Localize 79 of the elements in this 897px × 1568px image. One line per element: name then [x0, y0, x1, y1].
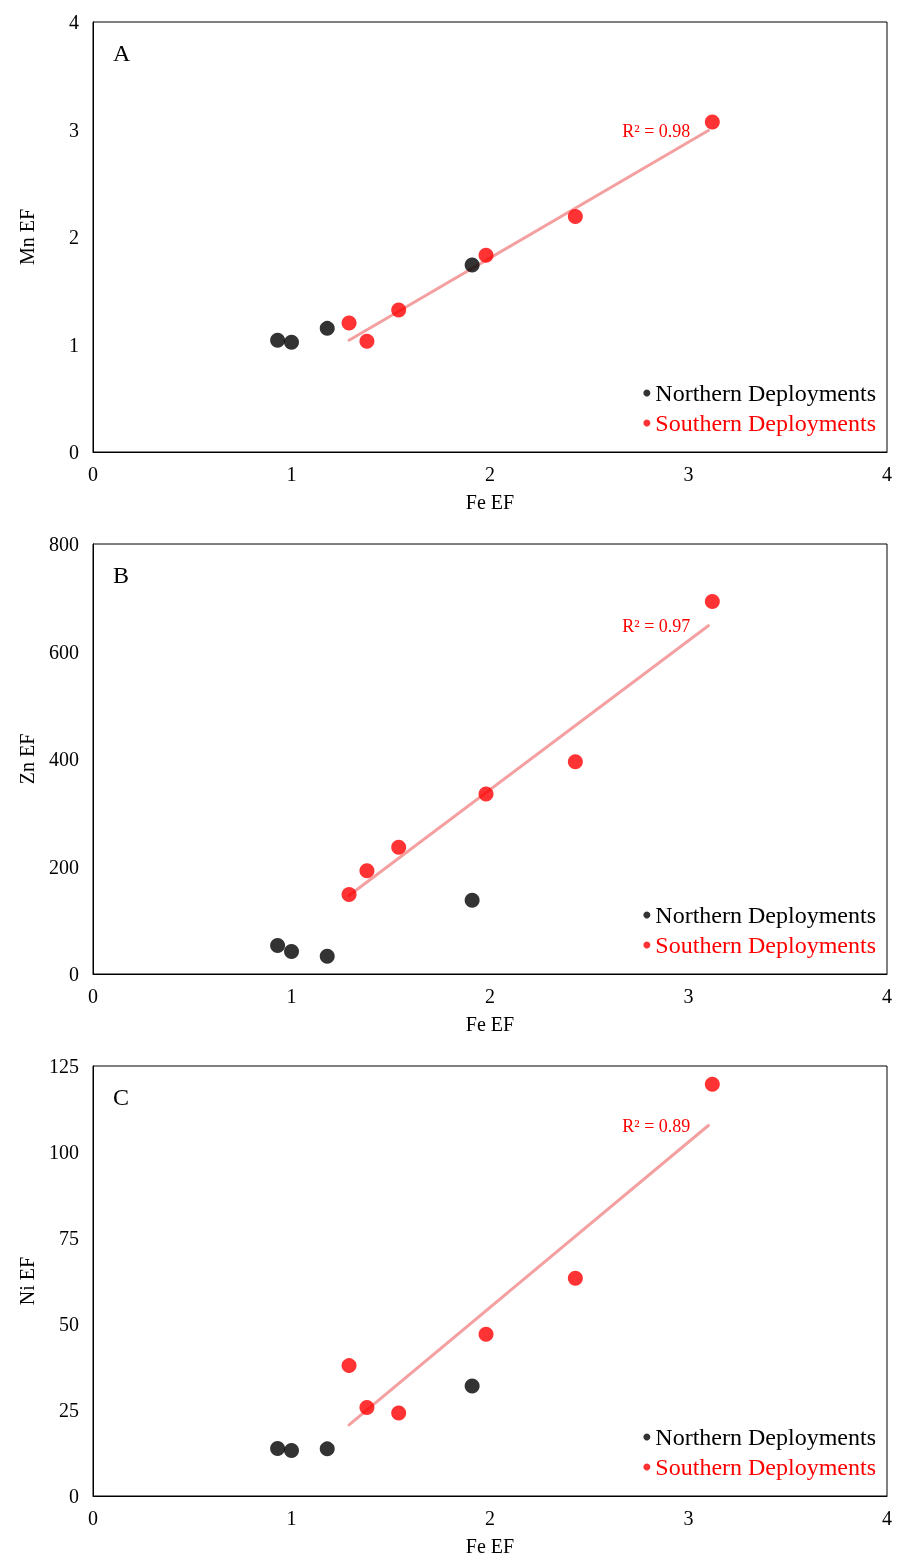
text: C: [113, 1084, 130, 1110]
x-tick-label: 2: [485, 1507, 495, 1529]
point: [391, 302, 407, 318]
y-tick-label: 100: [49, 1141, 79, 1163]
x-tick-label: 4: [882, 985, 892, 1007]
x-tick-label: 0: [88, 463, 98, 485]
y-tick-label: 25: [59, 1399, 79, 1421]
point: [391, 1405, 407, 1421]
y-tick-label: 3: [69, 118, 79, 141]
point: [478, 247, 494, 263]
point: [567, 1270, 583, 1286]
point: [319, 320, 335, 336]
point: [359, 1400, 375, 1416]
point: [284, 943, 299, 959]
point: [704, 1076, 720, 1092]
x-tick-label: 3: [683, 463, 694, 485]
y-tick-label: 125: [49, 1055, 79, 1077]
x-tick-label: 3: [683, 985, 694, 1007]
x-tick-label: 2: [485, 985, 495, 1007]
y-tick-label: 4: [69, 11, 79, 33]
point: [391, 839, 407, 855]
legend-label: Southern Deployments: [655, 932, 876, 958]
legend-label: Northern Deployments: [655, 902, 876, 928]
point: [270, 332, 286, 348]
annotation: R² = 0.98: [622, 120, 691, 141]
y-tick-label: 2: [69, 226, 79, 248]
y-tick-label: 200: [49, 855, 79, 878]
point: [270, 1441, 286, 1457]
x-axis-title: Fe EF: [465, 491, 515, 513]
point: [319, 948, 335, 964]
point: [704, 114, 720, 130]
point: [341, 1358, 357, 1374]
text: A: [113, 40, 131, 66]
legend-label: Northern Deployments: [655, 1424, 876, 1450]
annotation: R² = 0.97: [622, 615, 691, 636]
y-axis-title: Mn EF: [16, 208, 38, 266]
x-tick-label: 1: [286, 463, 297, 485]
x-tick-label: 4: [882, 463, 892, 485]
legend-label: Northern Deployments: [655, 380, 876, 406]
point: [464, 892, 480, 908]
x-tick-label: 1: [286, 985, 297, 1007]
legend-label: Southern Deployments: [655, 1454, 876, 1480]
legend-label: Southern Deployments: [655, 410, 876, 436]
point: [464, 1378, 480, 1394]
point: [319, 1441, 335, 1457]
point: [359, 333, 375, 349]
point: [341, 886, 357, 902]
point: [270, 938, 286, 954]
point: [567, 209, 583, 225]
x-tick-label: 0: [88, 1507, 98, 1529]
y-tick-label: 800: [49, 533, 79, 555]
y-tick-label: 1: [69, 333, 79, 356]
x-tick-label: 2: [485, 463, 495, 485]
point: [359, 863, 375, 879]
point: [567, 754, 583, 770]
y-tick-label: 0: [69, 963, 79, 985]
text: B: [113, 562, 130, 588]
x-tick-label: 3: [683, 1507, 694, 1529]
point: [284, 334, 299, 350]
x-tick-label: 4: [882, 1507, 892, 1529]
y-tick-label: 50: [59, 1313, 79, 1335]
y-tick-label: 400: [49, 748, 79, 770]
point: [478, 1326, 494, 1342]
point: [284, 1443, 299, 1459]
y-axis-title: Ni EF: [16, 1256, 38, 1306]
y-axis-title: Zn EF: [16, 733, 38, 785]
annotation: R² = 0.89: [622, 1115, 691, 1136]
y-tick-label: 0: [69, 1485, 79, 1507]
y-tick-label: 75: [59, 1227, 79, 1249]
y-tick-label: 0: [69, 441, 79, 463]
x-tick-label: 0: [88, 985, 98, 1007]
point: [341, 315, 357, 331]
point: [478, 786, 494, 802]
x-tick-label: 1: [286, 1507, 297, 1529]
x-axis-title: Fe EF: [465, 1013, 515, 1035]
y-tick-label: 600: [49, 640, 79, 663]
point: [704, 594, 720, 610]
x-axis-title: Fe EF: [465, 1535, 515, 1557]
point: [464, 257, 480, 273]
